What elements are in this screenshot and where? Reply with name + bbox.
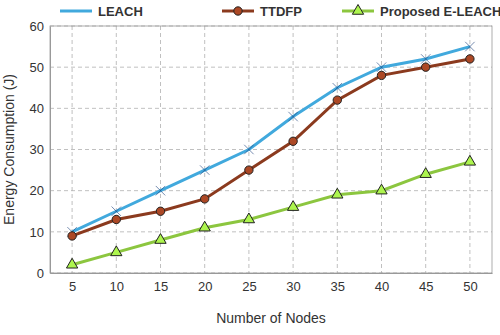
x-tick-label: 20 (198, 279, 212, 294)
y-tick-label: 60 (30, 19, 44, 34)
series-marker (111, 246, 122, 256)
series-marker (156, 186, 165, 195)
series-marker (244, 145, 253, 154)
y-tick: 10 (30, 224, 50, 239)
x-tick: 25 (242, 273, 256, 294)
x-tick: 10 (110, 273, 124, 294)
legend-label: Proposed E-LEACH (380, 4, 500, 19)
x-tick: 35 (331, 273, 345, 294)
y-tick: 30 (30, 142, 50, 157)
legend-item: LEACH (60, 4, 143, 19)
y-tick: 20 (30, 183, 50, 198)
x-tick: 15 (154, 273, 168, 294)
series-marker (377, 71, 385, 79)
x-tick-label: 50 (463, 279, 477, 294)
legend-marker (234, 7, 242, 15)
y-tick-label: 50 (30, 60, 44, 75)
series-marker (201, 195, 209, 203)
x-grid-line (116, 26, 117, 273)
y-tick-label: 10 (30, 224, 44, 239)
x-tick-label: 35 (331, 279, 345, 294)
x-tick: 50 (463, 273, 477, 294)
x-tick: 20 (198, 273, 212, 294)
series-marker (287, 201, 298, 211)
series-marker (155, 234, 166, 244)
series-marker (332, 188, 343, 198)
legend-label: TTDFP (260, 4, 302, 19)
series-marker (245, 166, 253, 174)
y-grid-line (50, 149, 492, 150)
y-tick: 40 (30, 101, 50, 116)
x-tick-label: 45 (419, 279, 433, 294)
y-axis-title: Energy Consumption (J) (1, 74, 17, 225)
x-grid-line (204, 26, 205, 273)
series-marker (333, 96, 341, 104)
y-tick-label: 0 (37, 266, 44, 281)
x-tick-label: 10 (110, 279, 124, 294)
series-marker (422, 63, 430, 71)
x-tick: 45 (419, 273, 433, 294)
x-axis: 5 10 15 20 25 30 35 40 45 50 (51, 273, 493, 294)
y-axis: 0 10 20 30 40 50 60 (30, 19, 51, 281)
x-tick: 5 (69, 273, 76, 294)
x-tick-label: 30 (286, 279, 300, 294)
legend-label: LEACH (98, 4, 143, 19)
plot: 0 10 20 30 40 50 60 5 10 15 20 25 30 35 40 45 50 (30, 19, 493, 295)
series-marker (466, 55, 474, 63)
series-marker (200, 165, 209, 174)
legend-item: TTDFP (222, 4, 302, 19)
x-grid-line (337, 26, 338, 273)
series-marker (243, 213, 254, 223)
series-marker (112, 207, 121, 216)
series-line (72, 162, 470, 265)
series-marker (333, 83, 342, 92)
x-tick-label: 5 (69, 279, 76, 294)
x-tick: 40 (375, 273, 389, 294)
series-line (72, 47, 470, 232)
y-tick-label: 40 (30, 101, 44, 116)
legend-marker (71, 6, 80, 15)
x-tick-label: 15 (154, 279, 168, 294)
series-line (72, 59, 470, 236)
x-tick-label: 25 (242, 279, 256, 294)
x-tick-label: 40 (375, 279, 389, 294)
legend-item: Proposed E-LEACH (342, 4, 500, 19)
series-marker (289, 137, 297, 145)
series-marker (288, 112, 297, 121)
y-tick: 0 (37, 266, 50, 281)
y-tick-label: 20 (30, 183, 44, 198)
x-grid-line (293, 26, 294, 273)
series-marker (464, 155, 475, 165)
y-grid-line (50, 108, 492, 109)
series-marker (156, 207, 164, 215)
series-marker (112, 215, 120, 223)
series-marker (66, 258, 77, 268)
legend-line (60, 10, 92, 13)
series-marker (68, 232, 76, 240)
x-axis-title: Number of Nodes (216, 310, 326, 326)
plot-frame (50, 26, 492, 273)
y-tick-label: 30 (30, 142, 44, 157)
y-tick: 60 (30, 19, 50, 34)
chart: 0 10 20 30 40 50 60 5 10 15 20 25 30 35 40 45 50 Number o… (0, 0, 500, 335)
series-marker (420, 168, 431, 178)
series-marker (376, 184, 387, 194)
series-marker (199, 221, 210, 231)
legend: LEACH TTDFP Proposed E-LEACH (60, 4, 500, 19)
series-marker (421, 54, 430, 63)
x-grid-line (381, 26, 382, 273)
series-marker (465, 42, 474, 51)
y-tick: 50 (30, 60, 50, 75)
series-group (66, 42, 475, 268)
series-marker (377, 62, 386, 71)
grid (50, 26, 492, 273)
x-tick: 30 (286, 273, 300, 294)
legend-marker (352, 4, 363, 14)
